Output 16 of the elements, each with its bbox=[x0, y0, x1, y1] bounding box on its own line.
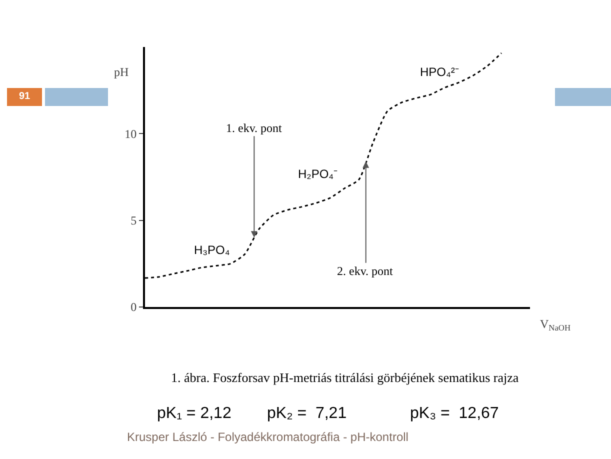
y-tick-label: 5 bbox=[130, 214, 137, 228]
text: pK₃ = 12,67 bbox=[410, 405, 499, 422]
y-tick-label: 0 bbox=[130, 300, 137, 314]
x-axis-title: V$_{NaOH}$ bbox=[540, 317, 571, 333]
text: 1. ábra. Foszforsav pH-metriás titrálási görbéjének sematikus rajza bbox=[171, 370, 519, 385]
annotation: HPO₄²⁻ bbox=[420, 65, 459, 79]
text: 91 bbox=[7, 88, 42, 106]
text: Krusper László - Folyadékkromatográfia - pH-kontroll bbox=[127, 430, 408, 444]
text: pK₂ = 7,21 bbox=[267, 405, 347, 422]
y-tick-label: 10 bbox=[124, 126, 137, 141]
annotation: 1. ekv. pont bbox=[226, 121, 283, 135]
annotation: H₂PO₄⁻ bbox=[298, 167, 338, 181]
annotation: H₃PO₄ bbox=[194, 243, 230, 257]
y-axis-title: pH bbox=[114, 65, 129, 79]
annotation: 2. ekv. pont bbox=[337, 264, 394, 278]
text: pK₁ = 2,12 bbox=[157, 405, 232, 422]
